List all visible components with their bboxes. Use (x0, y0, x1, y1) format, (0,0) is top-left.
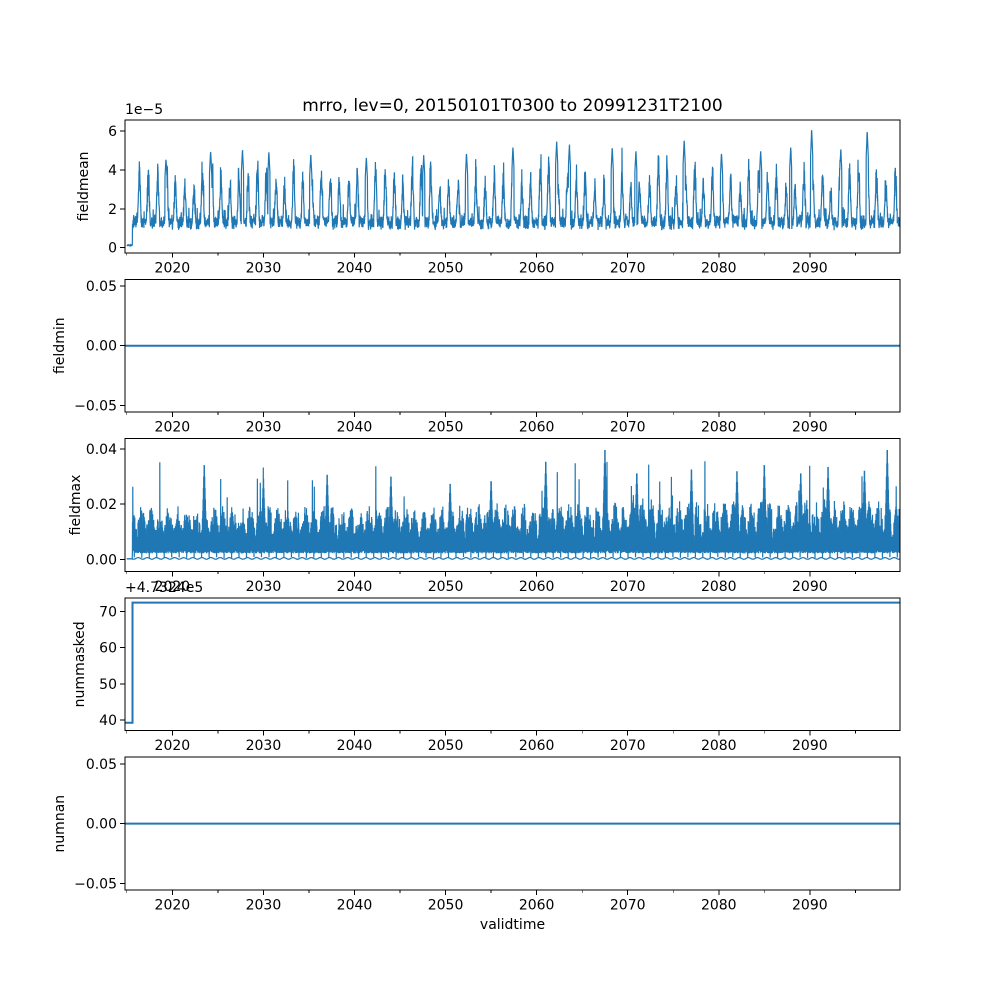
x-tick-label: 2030 (246, 738, 282, 754)
x-tick-label: 2020 (155, 260, 191, 276)
x-axis-label: validtime (480, 917, 545, 933)
x-tick-label: 2090 (792, 260, 828, 276)
x-tick-label: 2080 (701, 260, 737, 276)
axes-frame (124, 119, 901, 254)
x-tick-label: 2060 (519, 420, 555, 436)
y-axis-label-fieldmean: fieldmean (76, 151, 92, 221)
offset-text-nummasked: +4.7324e5 (125, 580, 203, 596)
x-tick-label: 2020 (155, 579, 191, 595)
x-tick-label: 2070 (610, 420, 646, 436)
y-tick-label: −0.05 (74, 876, 117, 892)
x-tick-label: 2080 (701, 420, 737, 436)
x-tick-label: 2060 (519, 260, 555, 276)
x-tick-label: 2030 (246, 898, 282, 914)
subplot-nummasked: 2020 2030 2040 2050 2060 2070 2080 2090 40 50 60 70 (99, 597, 901, 754)
x-tick-label: 2060 (519, 579, 555, 595)
x-tick-label: 2020 (155, 898, 191, 914)
axes-frame (124, 438, 901, 572)
y-axis-label-nummasked: nummasked (72, 621, 88, 707)
y-tick-label: 0.00 (86, 339, 117, 355)
series-line-nummasked (125, 601, 900, 724)
x-tick-label: 2050 (428, 738, 464, 754)
x-tick-label: 2030 (246, 420, 282, 436)
x-tick-label: 2070 (610, 579, 646, 595)
y-tick-label: 4 (108, 163, 117, 179)
x-tick-label: 2040 (337, 260, 373, 276)
y-tick-label: 6 (108, 124, 117, 140)
axes-frame (124, 756, 901, 891)
x-tick-label: 2090 (792, 898, 828, 914)
y-tick-label: 0.05 (86, 757, 117, 773)
y-tick-label: −0.05 (74, 398, 117, 414)
x-tick-label: 2020 (155, 420, 191, 436)
series-bottom-envelope-fieldmax (126, 556, 900, 560)
y-tick-label: 0.05 (86, 279, 117, 295)
x-tick-label: 2050 (428, 260, 464, 276)
y-tick-label: 0.00 (86, 817, 117, 833)
x-tick-label: 2090 (792, 420, 828, 436)
series-line-fieldmean (126, 130, 900, 248)
x-tick-label: 2060 (519, 738, 555, 754)
y-tick-label: 2 (108, 202, 117, 218)
x-tick-label: 2040 (337, 738, 373, 754)
y-tick-label: 0.00 (86, 552, 117, 568)
x-tick-label: 2080 (701, 579, 737, 595)
subplot-fieldmax: 2020 2030 2040 2050 2060 2070 2080 2090 0.00 0.02… (86, 438, 901, 595)
x-tick-label: 2050 (428, 420, 464, 436)
subplot-fieldmin: 2020 2030 2040 2050 2060 2070 2080 2090 −0.05 0.0… (74, 278, 901, 436)
x-tick-label: 2030 (246, 579, 282, 595)
subplots-group: 2020 2030 2040 2050 2060 2070 2080 209002462020… (74, 119, 901, 914)
y-tick-label: 0.02 (86, 497, 117, 513)
x-tick-label: 2090 (792, 579, 828, 595)
y-tick-label: 60 (99, 641, 117, 657)
x-tick-label: 2080 (701, 898, 737, 914)
series-line-fieldmax (126, 449, 900, 560)
y-tick-label: 0.04 (86, 442, 117, 458)
y-tick-label: 50 (99, 677, 117, 693)
y-tick-label: 70 (99, 605, 117, 621)
x-tick-label: 2050 (428, 579, 464, 595)
y-axis-label-fieldmin: fieldmin (52, 317, 68, 374)
x-tick-label: 2060 (519, 898, 555, 914)
axes-frame (124, 597, 901, 732)
subplot-fieldmean: 2020 2030 2040 2050 2060 2070 2080 2090 0 2 4 6 (108, 119, 901, 276)
y-tick-label: 40 (99, 713, 117, 729)
axes-frame (124, 278, 901, 413)
x-tick-label: 2070 (610, 260, 646, 276)
x-tick-label: 2070 (610, 738, 646, 754)
x-tick-label: 2040 (337, 898, 373, 914)
x-tick-label: 2040 (337, 420, 373, 436)
y-axis-label-fieldmax: fieldmax (68, 475, 84, 536)
x-tick-label: 2070 (610, 898, 646, 914)
y-tick-label: 0 (108, 241, 117, 257)
x-tick-label: 2080 (701, 738, 737, 754)
figure-title: mrro, lev=0, 20150101T0300 to 20991231T2… (302, 96, 722, 116)
x-tick-label: 2090 (792, 738, 828, 754)
y-axis-label-numnan: numnan (52, 795, 68, 853)
x-tick-label: 2030 (246, 260, 282, 276)
x-tick-label: 2020 (155, 738, 191, 754)
x-tick-label: 2040 (337, 579, 373, 595)
scale-text-fieldmean: 1e−5 (125, 102, 163, 118)
x-tick-label: 2050 (428, 898, 464, 914)
subplot-numnan: 2020 2030 2040 2050 2060 2070 2080 2090 −0.05 0.0… (74, 756, 901, 914)
